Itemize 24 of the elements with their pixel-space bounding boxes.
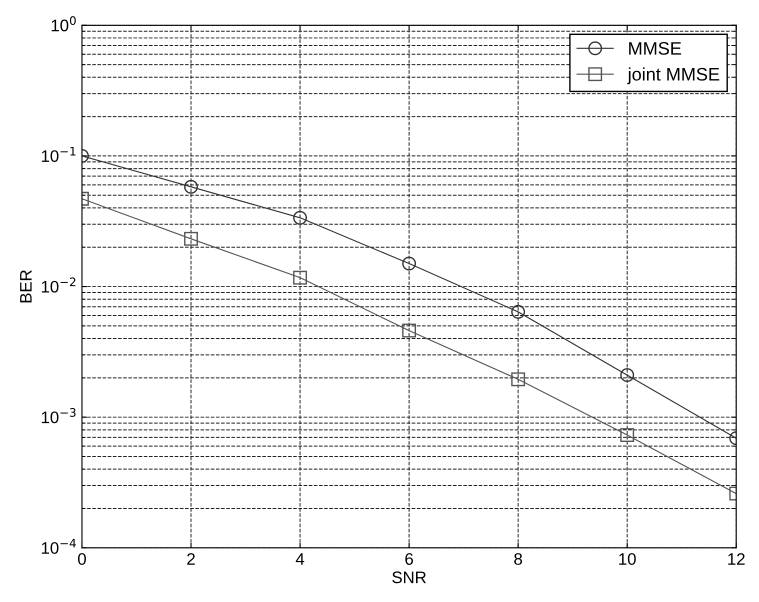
legend-label: joint MMSE bbox=[627, 67, 720, 84]
point bbox=[620, 368, 634, 382]
x-axis-title: SNR bbox=[392, 571, 426, 584]
y-tick-label: 10$^{−2}$ bbox=[42, 277, 76, 293]
x-tick-label: 2 bbox=[187, 553, 195, 565]
y-tick-label: 10$^{0}$ bbox=[52, 16, 76, 32]
point bbox=[511, 304, 526, 319]
point bbox=[293, 270, 308, 285]
y-axis-title: BER bbox=[20, 270, 32, 302]
x-tick-label: 0 bbox=[78, 553, 86, 565]
x-tick-label: 8 bbox=[514, 553, 522, 565]
x-tick-label: 10 bbox=[619, 553, 636, 565]
point bbox=[402, 324, 416, 338]
point bbox=[293, 210, 308, 225]
x-tick-label: 12 bbox=[728, 553, 745, 565]
x-tick-label: 4 bbox=[296, 553, 304, 565]
x-tick-label: 6 bbox=[405, 553, 414, 565]
y-tick-label: 10$^{−3}$ bbox=[42, 408, 76, 424]
point bbox=[511, 372, 526, 386]
point bbox=[620, 428, 634, 442]
y-tick-label: 10$^{−1}$ bbox=[42, 146, 76, 162]
y-tick-label: 10$^{−4}$ bbox=[42, 538, 76, 554]
point bbox=[402, 256, 416, 270]
legend-label: MMSE bbox=[629, 42, 682, 55]
